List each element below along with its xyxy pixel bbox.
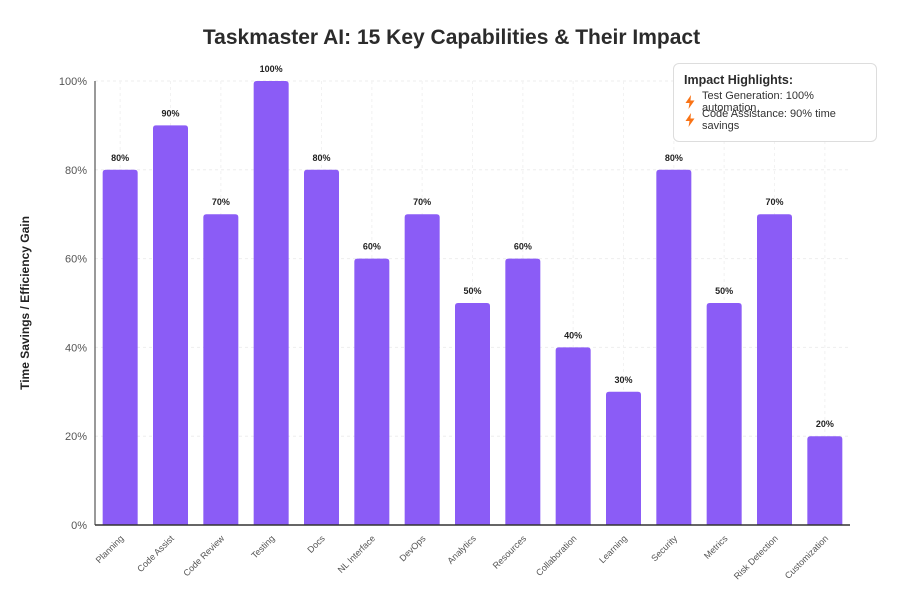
bar-value-label: 100% [260, 64, 283, 74]
lightning-bolt-icon [685, 113, 695, 127]
legend-item-text: Test Generation: 100% automation [702, 90, 814, 114]
x-tick-label: Customization [783, 533, 830, 580]
bar-devops [404, 214, 440, 525]
bar-security [656, 169, 692, 526]
x-tick-label: Docs [305, 533, 327, 555]
bar-learning [606, 391, 641, 525]
bar-value-label: 50% [463, 286, 481, 296]
bar-code-assist [153, 125, 188, 526]
x-tick-label: Analytics [445, 533, 478, 566]
bar-risk-detection [757, 214, 792, 525]
bar-value-label: 90% [161, 108, 179, 118]
bar-value-label: 30% [614, 375, 632, 385]
bar-docs [304, 169, 339, 526]
bar-nl-interface [354, 258, 390, 525]
legend-title: Impact Highlights: [684, 73, 794, 87]
bar-code-review [203, 214, 239, 525]
legend-item-test-generation: Test Generation: 100% automation [684, 90, 866, 114]
bar-value-label: 80% [111, 153, 129, 163]
x-tick-label: Risk Detection [732, 533, 780, 581]
legend-item-text: Code Assistance: 90% time savings [702, 108, 836, 132]
bar-analytics [455, 303, 490, 525]
x-tick-label: Resources [491, 533, 529, 571]
bar-value-label: 70% [212, 197, 230, 207]
bar-resources [505, 258, 541, 525]
bar-collaboration [555, 347, 591, 525]
x-tick-label: Collaboration [534, 533, 579, 578]
x-tick-label: Planning [94, 533, 126, 565]
x-tick-label: Code Assist [135, 533, 176, 574]
bar-value-label: 80% [312, 153, 330, 163]
x-tick-label: NL Interface [336, 533, 378, 575]
bar-testing [253, 81, 289, 525]
legend-item-code-assistance: Code Assistance: 90% time savings [684, 108, 866, 132]
bars: 80% 90% 70% 100% 80% 60% 70% 50% 60% 40% 30% 80% 50%… [102, 64, 843, 526]
y-tick-label: 20% [65, 431, 87, 443]
y-tick-label: 40% [65, 342, 87, 354]
x-tick-label: Code Review [181, 533, 226, 578]
x-tick-label: Security [649, 533, 679, 563]
bar-metrics [706, 303, 742, 525]
x-tick-label: DevOps [398, 533, 428, 563]
chart-title: Taskmaster AI: 15 Key Capabilities & The… [202, 26, 701, 49]
y-axis-label: Time Savings / Efficiency Gain [18, 216, 32, 390]
x-tick-label: Testing [249, 533, 276, 560]
bar-value-label: 50% [715, 286, 733, 296]
y-tick-label: 100% [59, 76, 87, 88]
bar-value-label: 60% [363, 242, 381, 252]
bar-value-label: 70% [413, 197, 431, 207]
impact-highlights-legend: Impact Highlights: Test Generation: 100%… [673, 63, 877, 142]
bar-value-label: 60% [514, 242, 532, 252]
y-tick-label: 80% [65, 165, 87, 177]
bar-value-label: 40% [564, 330, 582, 340]
lightning-bolt-icon [685, 95, 695, 109]
bar-planning [102, 169, 138, 526]
y-tick-label: 60% [65, 254, 87, 266]
bar-value-label: 20% [816, 419, 834, 429]
bar-customization [807, 436, 843, 525]
bar-value-label: 70% [765, 197, 783, 207]
x-tick-label: Metrics [702, 533, 730, 561]
x-tick-label: Learning [597, 533, 629, 565]
bar-value-label: 80% [665, 153, 683, 163]
y-tick-label: 0% [71, 520, 87, 532]
